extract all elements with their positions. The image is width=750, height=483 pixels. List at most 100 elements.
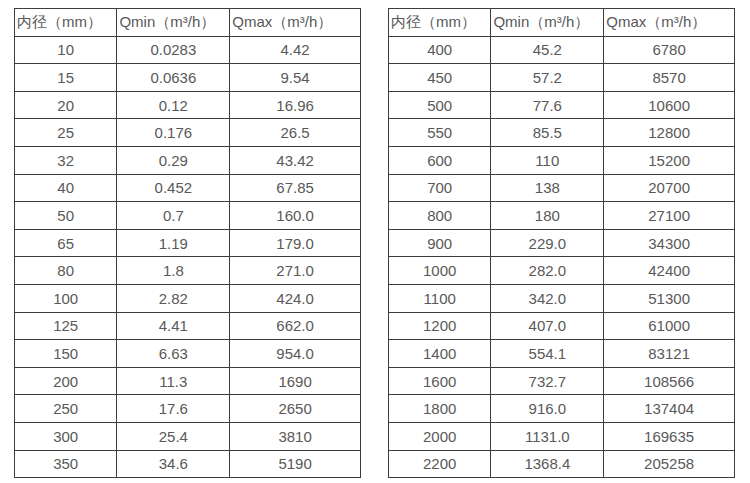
table-cell: 0.12 [117,91,230,119]
table-cell: 4.42 [230,36,361,64]
header-row: 内径（mm）Qmin（m³/h）Qmax（m³/h） [15,9,361,37]
table-cell: 10 [15,36,117,64]
table-cell: 34300 [604,229,735,257]
table-row: 30025.43810 [15,422,361,450]
table-cell: 65 [15,229,117,257]
table-cell: 1368.4 [491,450,604,478]
table-cell: 250 [15,395,117,423]
table-cell: 32 [15,146,117,174]
table-cell: 160.0 [230,202,361,230]
table-cell: 271.0 [230,257,361,285]
table-cell: 20700 [604,174,735,202]
table-cell: 0.0283 [117,36,230,64]
table-row: 1000282.042400 [389,257,735,285]
table-row: 1200407.061000 [389,312,735,340]
table-cell: 205258 [604,450,735,478]
table-cell: 80 [15,257,117,285]
table-row: 35034.65190 [15,450,361,478]
table-cell: 229.0 [491,229,604,257]
header-row: 内径（mm）Qmin（m³/h）Qmax（m³/h） [389,9,735,37]
flow-rate-spec-page: 内径（mm）Qmin（m³/h）Qmax（m³/h）100.02834.4215… [0,0,750,483]
table-cell: 26.5 [230,119,361,147]
table-row: 400.45267.85 [15,174,361,202]
table-cell: 662.0 [230,312,361,340]
table-cell: 1400 [389,340,491,368]
table-cell: 2000 [389,422,491,450]
table-row: 1506.63954.0 [15,340,361,368]
table-cell: 550 [389,119,491,147]
table-cell: 15 [15,64,117,92]
table-cell: 342.0 [491,284,604,312]
table-row: 1002.82424.0 [15,284,361,312]
table-row: 70013820700 [389,174,735,202]
table-row: 20011.31690 [15,367,361,395]
table-cell: 4.41 [117,312,230,340]
table-cell: 1690 [230,367,361,395]
table-cell: 20 [15,91,117,119]
table-cell: 500 [389,91,491,119]
table-cell: 85.5 [491,119,604,147]
table-row: 22001368.4205258 [389,450,735,478]
table-cell: 1.8 [117,257,230,285]
table-cell: 1800 [389,395,491,423]
table-cell: 350 [15,450,117,478]
table-cell: 15200 [604,146,735,174]
table-cell: 6780 [604,36,735,64]
table-row: 500.7160.0 [15,202,361,230]
table-cell: 77.6 [491,91,604,119]
table-row: 1800916.0137404 [389,395,735,423]
column-header: 内径（mm） [389,9,491,37]
column-header: Qmin（m³/h） [491,9,604,37]
table-cell: 169635 [604,422,735,450]
table-cell: 43.42 [230,146,361,174]
table-cell: 300 [15,422,117,450]
table-cell: 3810 [230,422,361,450]
table-row: 1100342.051300 [389,284,735,312]
table-cell: 17.6 [117,395,230,423]
table-cell: 137404 [604,395,735,423]
table-cell: 50 [15,202,117,230]
table-cell: 11.3 [117,367,230,395]
table-cell: 9.54 [230,64,361,92]
table-row: 100.02834.42 [15,36,361,64]
table-cell: 954.0 [230,340,361,368]
table-cell: 1100 [389,284,491,312]
flow-table-large-diameters: 内径（mm）Qmin（m³/h）Qmax（m³/h）40045.26780450… [388,8,735,478]
table-cell: 16.96 [230,91,361,119]
column-header: Qmin（m³/h） [117,9,230,37]
table-cell: 1131.0 [491,422,604,450]
table-row: 200.1216.96 [15,91,361,119]
table-cell: 1600 [389,367,491,395]
table-row: 651.19179.0 [15,229,361,257]
table-cell: 57.2 [491,64,604,92]
table-cell: 180 [491,202,604,230]
table-row: 320.2943.42 [15,146,361,174]
table-cell: 0.176 [117,119,230,147]
table-cell: 179.0 [230,229,361,257]
table-cell: 5190 [230,450,361,478]
table-cell: 916.0 [491,395,604,423]
table-cell: 27100 [604,202,735,230]
table-row: 20001131.0169635 [389,422,735,450]
table-cell: 45.2 [491,36,604,64]
table-cell: 110 [491,146,604,174]
table-cell: 51300 [604,284,735,312]
table-row: 1400554.183121 [389,340,735,368]
table-row: 80018027100 [389,202,735,230]
table-cell: 8570 [604,64,735,92]
table-cell: 34.6 [117,450,230,478]
table-cell: 0.0636 [117,64,230,92]
table-cell: 407.0 [491,312,604,340]
table-cell: 2.82 [117,284,230,312]
flow-table-small-diameters: 内径（mm）Qmin（m³/h）Qmax（m³/h）100.02834.4215… [14,8,361,478]
column-header: 内径（mm） [15,9,117,37]
table-row: 25017.62650 [15,395,361,423]
table-cell: 0.7 [117,202,230,230]
table-cell: 800 [389,202,491,230]
table-cell: 1000 [389,257,491,285]
table-cell: 125 [15,312,117,340]
table-cell: 138 [491,174,604,202]
table-cell: 10600 [604,91,735,119]
table-cell: 42400 [604,257,735,285]
table-row: 1600732.7108566 [389,367,735,395]
